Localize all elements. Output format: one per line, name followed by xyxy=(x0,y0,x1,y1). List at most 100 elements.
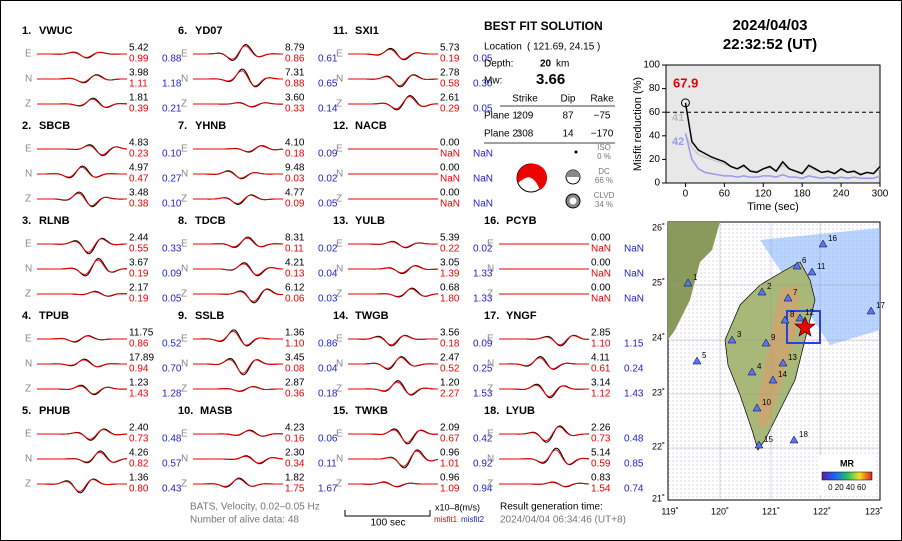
station-marker xyxy=(747,367,757,376)
waveform-synthetic xyxy=(37,98,128,108)
component-name: DC xyxy=(598,167,610,176)
misfit2: 0.06 xyxy=(318,434,338,445)
misfit2: 0.48 xyxy=(624,434,644,445)
event-time: 22:32:52 (UT) xyxy=(723,36,817,53)
amplitude: 0.00 xyxy=(591,233,611,244)
station-map-label: 13 xyxy=(788,353,797,362)
component-label: N xyxy=(181,169,188,180)
amplitude: 3.98 xyxy=(129,68,149,79)
misfit1: 0.99 xyxy=(129,54,149,65)
iso-dot xyxy=(574,150,578,154)
misfit2: 0.04 xyxy=(318,364,338,375)
x-tick-label: 0 xyxy=(683,189,689,200)
misfit1: 0.19 xyxy=(440,54,460,65)
waveform-synthetic xyxy=(499,335,590,346)
waveform-synthetic xyxy=(37,359,127,368)
misfit2: NaN xyxy=(624,269,644,280)
dc-fill xyxy=(566,170,580,177)
waveform-synthetic xyxy=(193,237,284,248)
x-tick-label: 300 xyxy=(872,189,889,200)
waveform-synthetic xyxy=(348,48,438,60)
misfit1: NaN xyxy=(440,174,460,185)
misfit2: 0.02 xyxy=(318,244,338,255)
misfit1: 1.54 xyxy=(591,484,611,495)
misfit1: 1.39 xyxy=(440,269,460,280)
station-name: RLNB xyxy=(39,215,70,227)
waveform-synthetic xyxy=(193,263,283,276)
station-map-label: 4 xyxy=(757,362,762,371)
misfit1: 0.36 xyxy=(285,389,305,400)
event-date: 2024/04/03 xyxy=(732,17,807,34)
plane-header: Rake xyxy=(590,94,614,105)
misfit2: 0.86 xyxy=(318,339,338,350)
y-tick-label: 40 xyxy=(649,130,661,141)
station-number: 14. xyxy=(333,310,348,322)
x-tick-label: 120 xyxy=(755,189,772,200)
amplitude: 8.79 xyxy=(285,43,305,54)
component-label: Z xyxy=(181,99,187,110)
component-label: Z xyxy=(181,194,187,205)
waveform-synthetic xyxy=(193,455,284,464)
misfit1: 0.67 xyxy=(440,434,460,445)
amplitude: 0.68 xyxy=(440,283,460,294)
x-tick-label: 180 xyxy=(794,189,811,200)
misfit1: 0.33 xyxy=(285,104,305,115)
component-label: N xyxy=(25,454,32,465)
amplitude: 0.96 xyxy=(440,473,460,484)
amplitude: 7.31 xyxy=(285,68,305,79)
footer-alive: Number of alive data: 48 xyxy=(190,515,299,526)
station-map-label: 18 xyxy=(799,430,808,439)
misfit2: 0.05 xyxy=(318,199,338,210)
waveform-synthetic xyxy=(193,430,283,437)
amplitude: 1.81 xyxy=(129,93,149,104)
misfit1: 1.43 xyxy=(129,389,149,400)
station-number: 8. xyxy=(178,215,187,227)
misfit1: 0.29 xyxy=(440,104,460,115)
generation-time: 2024/04/04 06:34:46 (UT+8) xyxy=(500,515,626,526)
annotation: 42 xyxy=(672,136,684,148)
map-mountains xyxy=(758,285,800,430)
generation-label: Result generation time: xyxy=(500,502,603,513)
misfit1: 0.06 xyxy=(285,294,305,305)
misfit2: 0.05 xyxy=(473,104,493,115)
amplitude: 1.82 xyxy=(285,473,305,484)
misfit1: 1.75 xyxy=(285,484,305,495)
scale-bar xyxy=(344,510,431,517)
misfit2: 0.10 xyxy=(162,199,182,210)
annotation: 41 xyxy=(672,112,684,124)
amplitude: 1.36 xyxy=(285,328,305,339)
misfit2: 0.52 xyxy=(162,339,182,350)
amplitude: 4.23 xyxy=(285,423,305,434)
misfit1: 0.55 xyxy=(129,244,149,255)
misfit2: 0.05 xyxy=(162,294,182,305)
misfit1: NaN xyxy=(591,244,611,255)
component-label: E xyxy=(25,239,32,250)
waveform-synthetic xyxy=(348,381,438,396)
amplitude: 1.23 xyxy=(129,378,149,389)
component-label: N xyxy=(336,359,343,370)
misfit1: 0.18 xyxy=(285,149,305,160)
station-name: VWUC xyxy=(39,25,73,37)
map-x-tick-label: 122˚ xyxy=(813,506,831,516)
waveform-synthetic xyxy=(37,51,127,58)
amplitude: 4.26 xyxy=(129,448,149,459)
waveform-synthetic xyxy=(499,449,590,465)
station-map-label: 11 xyxy=(817,262,826,271)
misfit2: NaN xyxy=(473,174,493,185)
amplitude: 11.75 xyxy=(129,328,154,339)
station-marker xyxy=(783,293,793,302)
misfit1: 1.10 xyxy=(591,339,611,350)
waveform-synthetic xyxy=(37,291,128,297)
waveform-synthetic xyxy=(348,481,438,487)
misfit2: 0.10 xyxy=(162,149,182,160)
component-label: E xyxy=(336,334,343,345)
misfit2: 1.18 xyxy=(162,79,182,90)
misfit1: 1.01 xyxy=(440,459,460,470)
component-label: E xyxy=(487,429,494,440)
amplitude: 2.40 xyxy=(129,423,149,434)
misfit2: 0.61 xyxy=(318,54,338,65)
station-number: 3. xyxy=(22,215,31,227)
misfit1: 0.16 xyxy=(285,434,305,445)
amplitude: 3.05 xyxy=(440,258,460,269)
station-name: YD07 xyxy=(195,25,223,37)
